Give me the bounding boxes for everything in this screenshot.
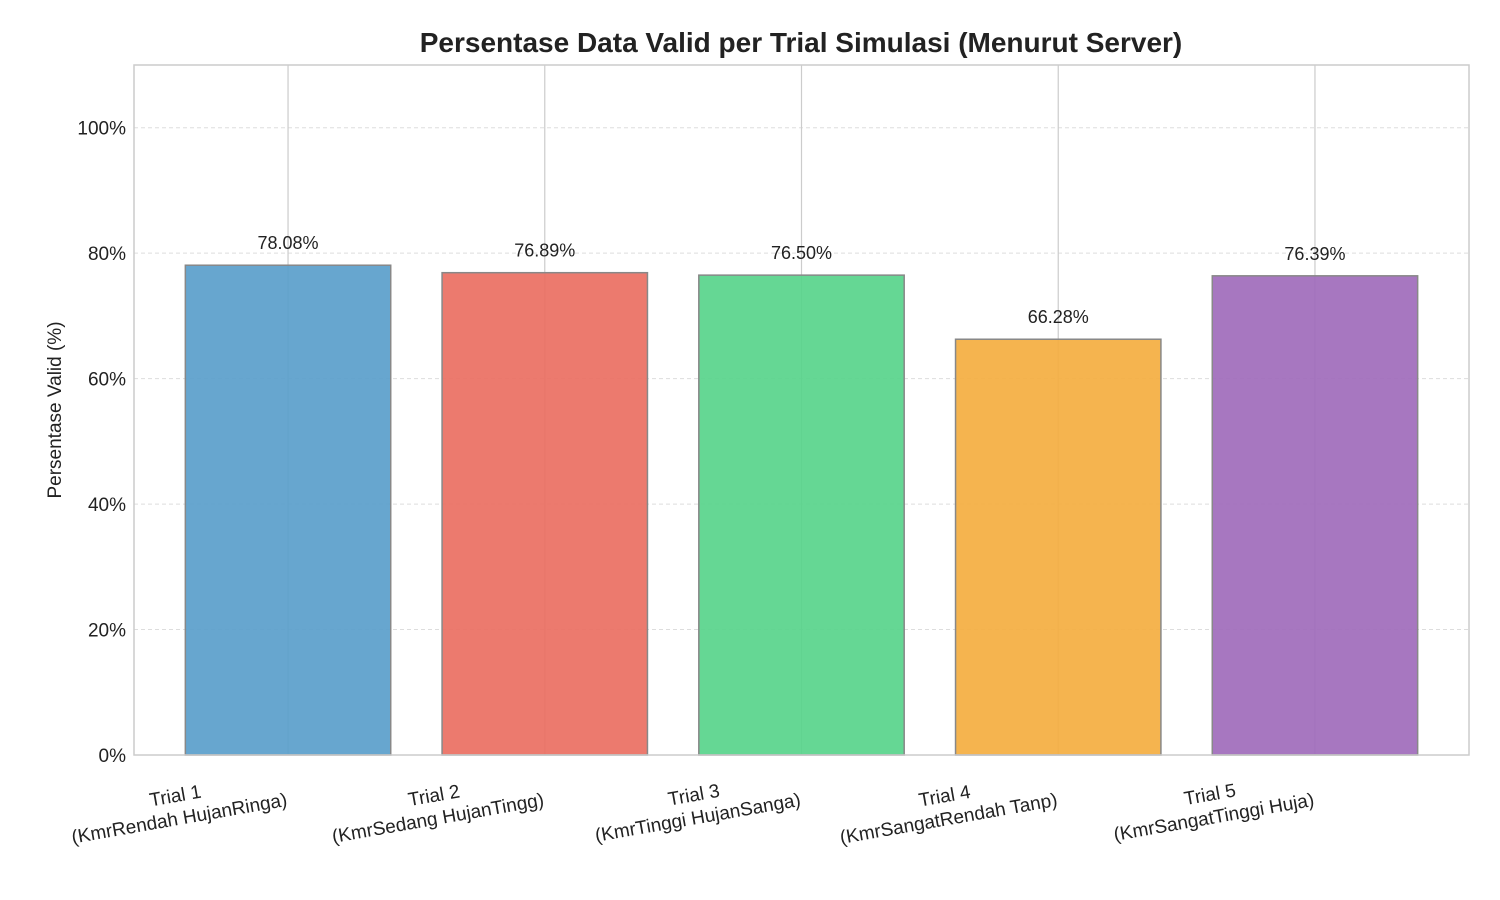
plot-frame bbox=[133, 64, 1470, 756]
bar bbox=[184, 264, 392, 756]
bar-value-label: 76.50% bbox=[771, 243, 832, 263]
bar bbox=[441, 271, 649, 756]
y-tick-label: 100% bbox=[77, 119, 126, 140]
bar-value-label: 78.08% bbox=[258, 233, 319, 253]
bar bbox=[698, 274, 905, 756]
x-tick-label: Trial 1(KmrRendah HujanRinga) bbox=[70, 782, 289, 849]
y-tick-label: 80% bbox=[88, 244, 126, 265]
x-tick-label: Trial 5(KmrSangatTinggi Huja) bbox=[1112, 780, 1316, 845]
y-tick-label: 60% bbox=[88, 370, 126, 391]
y-tick-label: 0% bbox=[99, 746, 127, 767]
x-tick-label: Trial 3(KmrTinggi HujanSanga) bbox=[593, 781, 802, 847]
chart-title: Persentase Data Valid per Trial Simulasi… bbox=[420, 27, 1183, 58]
x-tick-label: Trial 4(KmrSangatRendah Tanp) bbox=[838, 782, 1059, 849]
x-tick-label: Trial 2(KmrSedang HujanTingg) bbox=[331, 781, 546, 847]
bar-value-label: 66.28% bbox=[1028, 307, 1089, 327]
y-tick-label: 20% bbox=[88, 621, 126, 642]
y-axis-label: Persentase Valid (%) bbox=[45, 321, 66, 498]
bar-value-label: 76.39% bbox=[1284, 244, 1345, 264]
bar bbox=[954, 338, 1162, 756]
bar bbox=[1211, 275, 1419, 756]
y-tick-label: 40% bbox=[88, 495, 126, 516]
bar-value-label: 76.89% bbox=[514, 241, 575, 261]
